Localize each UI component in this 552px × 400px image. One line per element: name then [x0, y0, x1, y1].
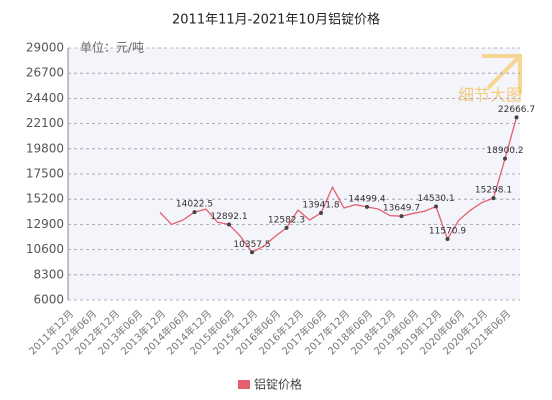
point	[491, 196, 496, 201]
point	[365, 204, 369, 209]
point	[445, 236, 450, 241]
y-tick-label: 17500	[26, 167, 64, 181]
value-label: 14530.1	[417, 194, 454, 204]
value-label: 11570.9	[429, 226, 466, 236]
value-label: 15298.1	[475, 186, 512, 196]
value-label: 14499.4	[348, 194, 385, 204]
y-tick-label: 6000	[33, 293, 64, 307]
point	[284, 225, 289, 230]
value-label: 13649.7	[383, 204, 420, 214]
value-label: 12892.1	[210, 212, 247, 222]
y-tick-label: 29000	[26, 41, 64, 55]
value-label: 10357.5	[233, 240, 270, 250]
point	[399, 214, 404, 219]
unit-note: 单位：元/吨	[80, 40, 144, 55]
price-line	[159, 117, 518, 254]
point	[319, 210, 323, 215]
chart-title: 2011年11月-2021年10月铝锭价格	[172, 12, 380, 28]
point	[503, 156, 507, 161]
value-label: 14022.5	[176, 200, 213, 210]
y-tick-label: 26700	[26, 66, 64, 80]
value-label: 13941.8	[302, 200, 339, 210]
legend-label: 铝锭价格	[254, 377, 302, 392]
point	[227, 222, 231, 227]
y-tick-label: 24400	[26, 91, 64, 105]
value-label: 22666.7	[498, 105, 535, 115]
y-tick-label: 15200	[26, 192, 64, 206]
y-tick-label: 8300	[33, 267, 64, 281]
watermark: 细节大图	[458, 86, 522, 105]
value-label: 18900.2	[486, 146, 523, 156]
y-tick-label: 12900	[26, 217, 64, 231]
point	[514, 115, 519, 120]
point	[250, 250, 254, 255]
plot-area	[68, 48, 520, 300]
watermark-arrow	[482, 54, 522, 94]
y-tick-label: 19800	[26, 141, 64, 155]
legend-swatch	[238, 380, 250, 389]
y-tick-label: 10600	[26, 242, 64, 256]
y-tick-label: 22100	[26, 116, 64, 130]
point	[192, 210, 197, 215]
point	[434, 204, 438, 209]
value-label: 12582.3	[268, 215, 305, 225]
